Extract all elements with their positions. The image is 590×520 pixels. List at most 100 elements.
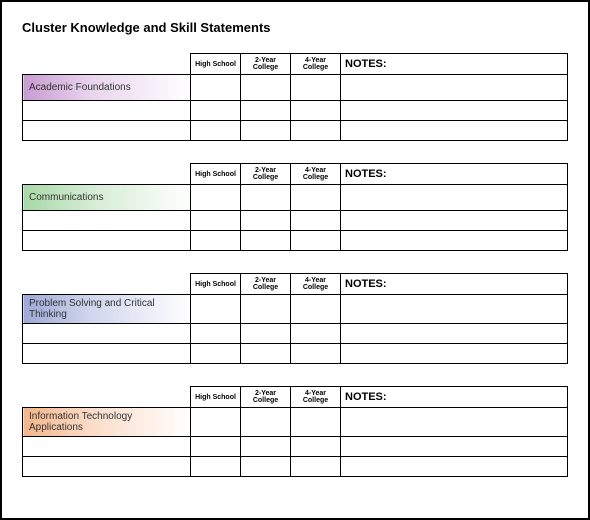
section: High School2-Year College4-Year CollegeN… — [22, 163, 568, 251]
cell — [191, 437, 241, 457]
data-row — [23, 121, 568, 141]
notes-cell — [341, 295, 568, 324]
col-header-4year: 4-Year College — [291, 387, 341, 408]
cell — [291, 121, 341, 141]
section: High School2-Year College4-Year CollegeN… — [22, 53, 568, 141]
cell — [291, 185, 341, 211]
cell — [291, 211, 341, 231]
cell — [23, 324, 191, 344]
cell — [241, 437, 291, 457]
notes-cell — [341, 231, 568, 251]
cell — [291, 295, 341, 324]
cell — [241, 75, 291, 101]
cell — [291, 324, 341, 344]
empty-cell — [23, 387, 191, 408]
col-header-4year: 4-Year College — [291, 54, 341, 75]
col-header-2year: 2-Year College — [241, 387, 291, 408]
cell — [191, 408, 241, 437]
label-row: Communications — [23, 185, 568, 211]
section-table: High School2-Year College4-Year CollegeN… — [22, 163, 568, 251]
cell — [23, 437, 191, 457]
col-header-2year: 2-Year College — [241, 54, 291, 75]
header-row: High School2-Year College4-Year CollegeN… — [23, 387, 568, 408]
sections-host: High School2-Year College4-Year CollegeN… — [22, 53, 568, 477]
data-row — [23, 211, 568, 231]
notes-cell — [341, 101, 568, 121]
notes-cell — [341, 408, 568, 437]
col-header-notes: NOTES: — [341, 54, 568, 75]
cell — [191, 457, 241, 477]
cell — [291, 75, 341, 101]
col-header-2year: 2-Year College — [241, 164, 291, 185]
col-header-4year: 4-Year College — [291, 164, 341, 185]
header-row: High School2-Year College4-Year CollegeN… — [23, 164, 568, 185]
cell — [241, 295, 291, 324]
notes-cell — [341, 344, 568, 364]
cell — [291, 344, 341, 364]
data-row — [23, 324, 568, 344]
cell — [191, 324, 241, 344]
data-row — [23, 344, 568, 364]
cell — [191, 185, 241, 211]
cell — [191, 295, 241, 324]
label-row: Information Technology Applications — [23, 408, 568, 437]
col-header-highschool: High School — [191, 54, 241, 75]
col-header-notes: NOTES: — [341, 164, 568, 185]
col-header-notes: NOTES: — [341, 387, 568, 408]
cell — [241, 324, 291, 344]
col-header-highschool: High School — [191, 164, 241, 185]
cell — [23, 457, 191, 477]
notes-cell — [341, 211, 568, 231]
notes-cell — [341, 75, 568, 101]
section-table: High School2-Year College4-Year CollegeN… — [22, 273, 568, 364]
data-row — [23, 231, 568, 251]
page-container: Cluster Knowledge and Skill Statements H… — [0, 0, 590, 520]
notes-cell — [341, 121, 568, 141]
cell — [191, 344, 241, 364]
cell — [23, 344, 191, 364]
cell — [241, 457, 291, 477]
header-row: High School2-Year College4-Year CollegeN… — [23, 274, 568, 295]
section-label: Academic Foundations — [23, 75, 191, 101]
cell — [291, 437, 341, 457]
cell — [241, 101, 291, 121]
data-row — [23, 437, 568, 457]
section: High School2-Year College4-Year CollegeN… — [22, 273, 568, 364]
cell — [191, 121, 241, 141]
col-header-notes: NOTES: — [341, 274, 568, 295]
page-title: Cluster Knowledge and Skill Statements — [22, 20, 568, 35]
empty-cell — [23, 274, 191, 295]
section-label: Information Technology Applications — [23, 408, 191, 437]
cell — [291, 408, 341, 437]
cell — [23, 211, 191, 231]
empty-cell — [23, 164, 191, 185]
col-header-highschool: High School — [191, 274, 241, 295]
empty-cell — [23, 54, 191, 75]
cell — [191, 101, 241, 121]
cell — [191, 231, 241, 251]
cell — [291, 457, 341, 477]
cell — [291, 231, 341, 251]
data-row — [23, 101, 568, 121]
header-row: High School2-Year College4-Year CollegeN… — [23, 54, 568, 75]
section-label: Communications — [23, 185, 191, 211]
cell — [241, 185, 291, 211]
col-header-4year: 4-Year College — [291, 274, 341, 295]
cell — [191, 75, 241, 101]
cell — [23, 121, 191, 141]
label-row: Academic Foundations — [23, 75, 568, 101]
data-row — [23, 457, 568, 477]
notes-cell — [341, 457, 568, 477]
cell — [241, 121, 291, 141]
col-header-2year: 2-Year College — [241, 274, 291, 295]
notes-cell — [341, 185, 568, 211]
section-table: High School2-Year College4-Year CollegeN… — [22, 386, 568, 477]
cell — [291, 101, 341, 121]
notes-cell — [341, 324, 568, 344]
cell — [23, 231, 191, 251]
section: High School2-Year College4-Year CollegeN… — [22, 386, 568, 477]
section-table: High School2-Year College4-Year CollegeN… — [22, 53, 568, 141]
cell — [241, 211, 291, 231]
cell — [23, 101, 191, 121]
cell — [241, 344, 291, 364]
